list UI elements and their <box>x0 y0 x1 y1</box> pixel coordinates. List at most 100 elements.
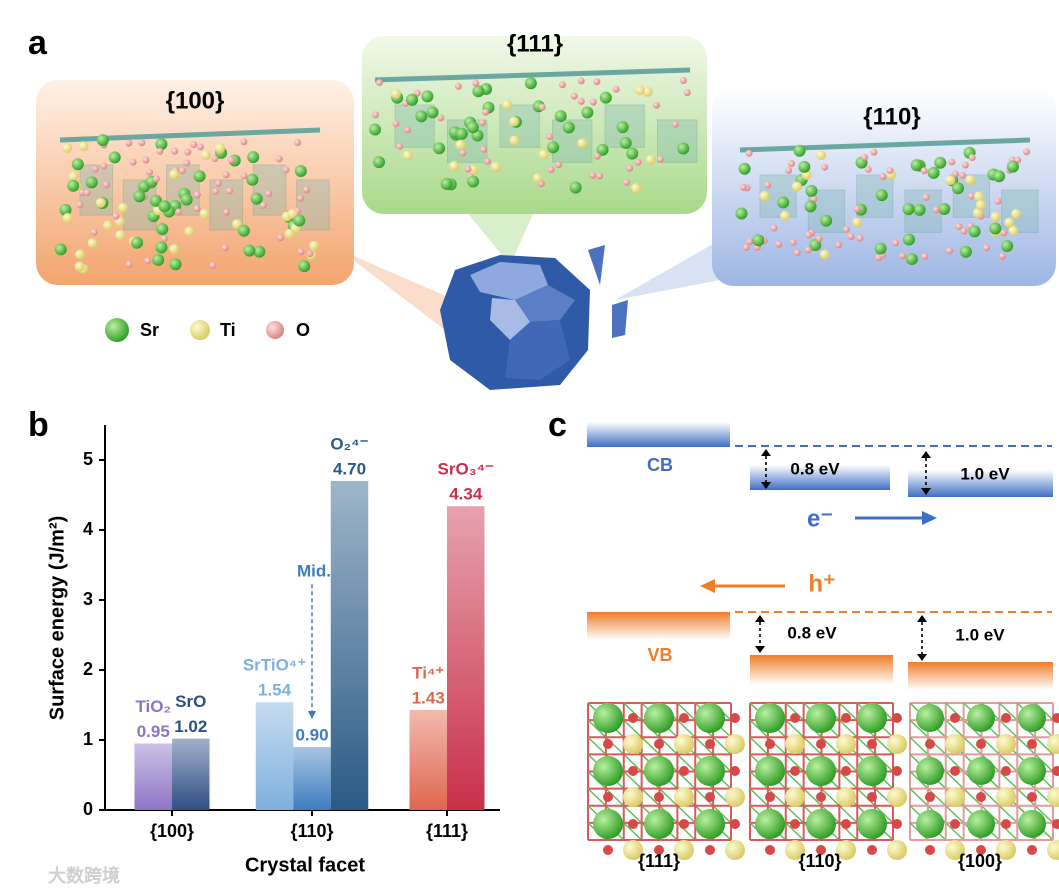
atom <box>945 247 953 255</box>
atom <box>922 193 930 201</box>
atom <box>874 242 887 255</box>
atom <box>298 260 311 273</box>
atom <box>616 121 629 134</box>
atom <box>155 241 168 254</box>
callout-beam <box>465 210 535 265</box>
atom <box>1027 739 1037 749</box>
atom <box>1052 819 1059 829</box>
atom <box>129 158 137 166</box>
atom <box>916 757 944 785</box>
atom <box>437 114 445 122</box>
y-tick-label: 3 <box>83 589 93 609</box>
atom <box>738 162 751 175</box>
atom <box>108 151 121 164</box>
atom <box>509 135 520 146</box>
atom <box>654 739 664 749</box>
atom <box>538 103 546 111</box>
value-label: 1.02 <box>174 717 207 736</box>
atom <box>190 141 198 149</box>
atom <box>87 238 98 249</box>
atom <box>160 235 168 243</box>
atom <box>976 845 986 855</box>
value-label: 1.54 <box>258 681 292 700</box>
atom <box>631 183 642 194</box>
value-label: 4.70 <box>333 459 366 478</box>
atom <box>791 181 802 192</box>
y-tick-label: 0 <box>83 799 93 819</box>
value-label: 0.90 <box>295 725 328 744</box>
atom <box>785 166 793 174</box>
atom <box>925 845 935 855</box>
atom <box>158 200 171 213</box>
atom <box>955 223 963 231</box>
value-label: 0.95 <box>137 722 170 741</box>
atom <box>990 211 1001 222</box>
atom <box>71 158 84 171</box>
atom <box>968 225 981 238</box>
atom <box>932 206 940 214</box>
legend-label: O <box>296 320 310 340</box>
bar <box>293 747 331 810</box>
atom <box>755 703 785 733</box>
atom <box>913 203 926 216</box>
atom <box>569 181 582 194</box>
atom <box>965 174 976 185</box>
surface-lattices <box>587 702 1059 860</box>
atom <box>133 190 146 203</box>
atom <box>785 840 805 860</box>
atom <box>759 191 770 202</box>
atom <box>100 162 108 170</box>
atom <box>112 212 120 220</box>
atom <box>805 184 818 197</box>
atom <box>222 171 230 179</box>
atom <box>683 89 691 97</box>
atom <box>596 172 604 180</box>
bar <box>172 738 210 810</box>
atom <box>644 703 674 733</box>
atom <box>1001 713 1011 723</box>
atom <box>945 787 965 807</box>
atom <box>155 138 168 151</box>
atom <box>626 147 639 160</box>
atom <box>934 156 947 169</box>
atom <box>645 154 656 165</box>
atom <box>169 258 182 271</box>
facet-label: {110} <box>798 851 841 871</box>
atom <box>674 734 694 754</box>
atom <box>619 137 632 150</box>
atom <box>85 176 98 189</box>
atom <box>221 244 229 252</box>
atom <box>467 175 480 188</box>
legend-label: Ti <box>220 320 236 340</box>
atom <box>240 138 248 146</box>
atom <box>961 161 969 169</box>
atom <box>449 160 460 171</box>
atom <box>455 127 468 140</box>
atom <box>679 713 689 723</box>
offset-label: 0.8 eV <box>790 459 840 478</box>
atom <box>793 249 801 257</box>
atom <box>634 158 642 166</box>
octahedron <box>552 119 593 163</box>
atom <box>892 819 902 829</box>
atom <box>945 734 965 754</box>
atom <box>125 260 133 268</box>
atom <box>466 121 479 134</box>
atom <box>91 165 99 173</box>
atom <box>677 142 690 155</box>
atom <box>994 197 1002 205</box>
atom <box>705 792 715 802</box>
atom <box>816 739 826 749</box>
atom <box>644 809 674 839</box>
atom <box>243 244 256 257</box>
atom <box>226 187 234 195</box>
atom <box>555 161 563 169</box>
atom <box>593 78 601 86</box>
atom <box>375 79 383 87</box>
atom <box>892 766 902 776</box>
atom <box>62 142 73 153</box>
facet-title: {111} <box>507 30 563 57</box>
atom <box>68 171 79 182</box>
atom <box>293 214 306 227</box>
facet-label: {100} <box>958 851 1002 871</box>
